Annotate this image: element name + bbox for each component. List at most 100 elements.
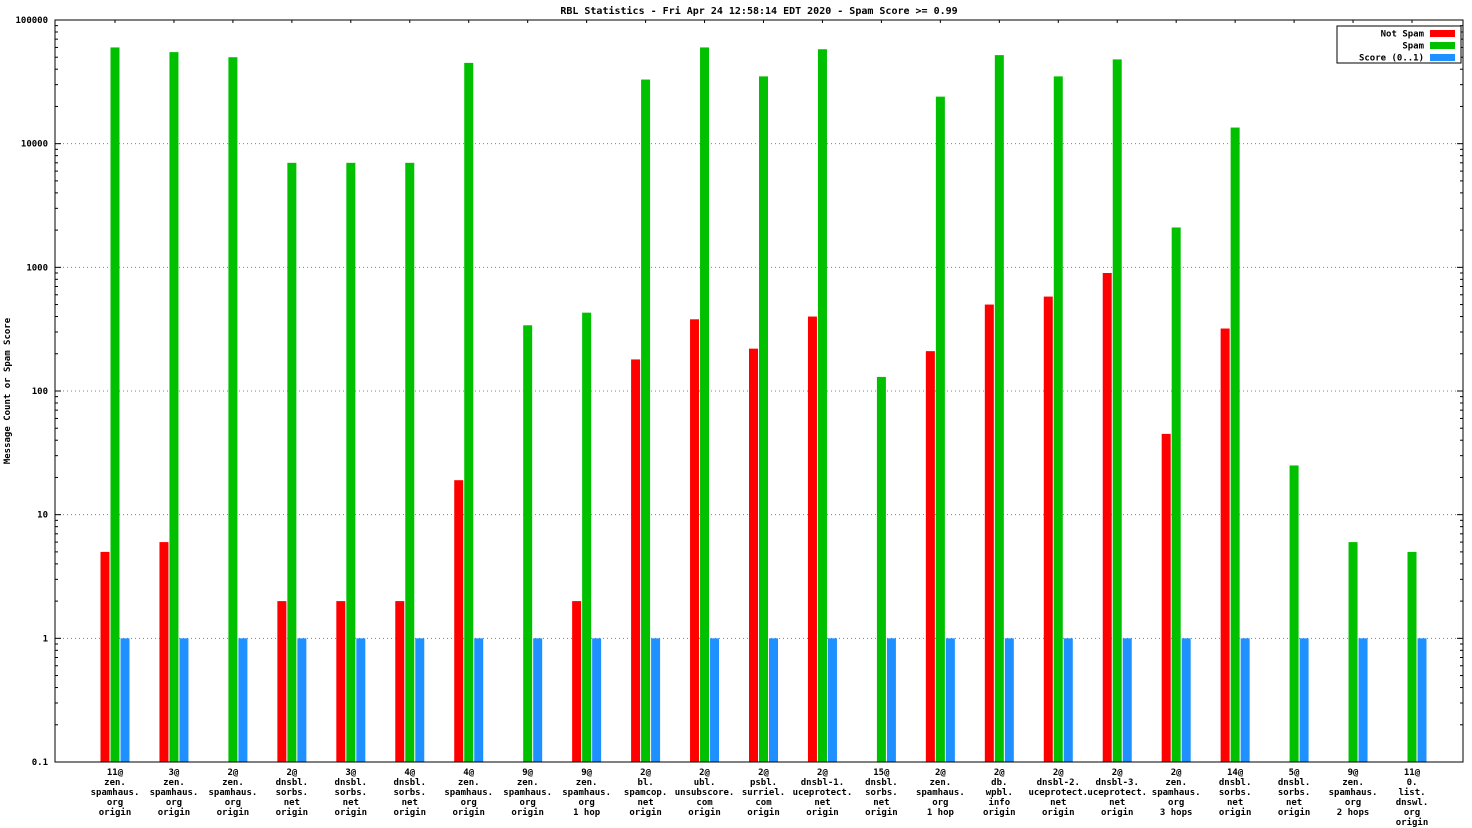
x-category-label: zen. [104,778,126,788]
bar-score-0-1 [238,638,248,762]
x-category-label: org [520,798,536,808]
bar-not-spam [1102,272,1112,762]
y-tick-label: 10000 [21,140,48,150]
x-category-label: origin [452,807,485,818]
bar-score-0-1 [592,638,602,762]
x-category-label: wpbl. [986,788,1013,798]
bar-not-spam [1161,433,1171,762]
x-category-label: zen. [458,778,480,788]
bar-spam [994,55,1004,763]
x-category-label: zen. [930,778,952,788]
x-category-label: origin [1042,807,1075,818]
y-axis-label: Message Count or Spam Score [3,317,13,464]
bar-spam [287,162,297,762]
x-category-label: spamhaus. [1329,788,1378,798]
bar-spam [1112,59,1122,762]
legend-swatch [1430,30,1455,37]
x-category-label: origin [217,807,250,818]
x-category-label: net [284,798,300,808]
x-category-label: net [1227,798,1243,808]
x-category-label: ubl. [694,778,716,788]
x-category-label: 2@ [1171,768,1182,778]
bar-spam [700,47,710,762]
x-category-label: org [107,798,123,808]
x-category-label: zen. [576,778,598,788]
bar-spam [641,79,651,763]
bar-not-spam [925,351,935,762]
x-category-label: uceprotect. [793,788,853,798]
x-category-label: 0. [1407,778,1418,788]
bar-spam [523,325,533,762]
y-tick-label: 100000 [15,16,48,26]
x-category-label: origin [394,807,427,818]
bar-not-spam [690,319,700,762]
bar-spam [169,52,179,763]
legend-label: Spam [1402,42,1424,52]
bar-spam [405,162,415,762]
x-category-label: zen. [1165,778,1187,788]
x-category-label: spamhaus. [503,788,552,798]
x-category-label: 9@ [522,768,533,778]
bar-spam [582,312,592,762]
bar-not-spam [395,601,405,762]
x-category-label: psbl. [750,778,777,788]
bar-score-0-1 [533,638,543,762]
x-category-label: 2@ [935,768,946,778]
chart-title: RBL Statistics - Fri Apr 24 12:58:14 EDT… [560,5,957,17]
legend-label: Not Spam [1381,30,1425,40]
x-category-label: dnsbl-2. [1037,778,1080,788]
x-category-label: sorbs. [1219,788,1252,798]
x-category-label: 2@ [1112,768,1123,778]
bar-score-0-1 [1004,638,1014,762]
x-category-label: dnsbl. [1278,778,1311,788]
bar-score-0-1 [415,638,425,762]
x-category-label: com [696,798,713,808]
x-category-label: dnsbl. [276,778,309,788]
bar-score-0-1 [297,638,307,762]
x-category-label: origin [865,807,898,818]
x-category-label: dnsbl-1. [801,778,844,788]
bar-score-0-1 [474,638,484,762]
bar-not-spam [454,480,464,762]
y-tick-label: 1000 [26,263,48,273]
bar-not-spam [159,542,169,762]
x-category-label: origin [99,807,132,818]
bar-spam [817,49,827,762]
x-category-label: sorbs. [276,788,309,798]
x-category-label: 2@ [817,768,828,778]
x-category-label: zen. [163,778,185,788]
bar-not-spam [336,601,346,762]
bar-not-spam [749,348,758,762]
x-category-label: 2@ [286,768,297,778]
bar-score-0-1 [827,638,837,762]
x-category-label: org [1404,808,1420,818]
y-tick-label: 0.1 [32,758,48,768]
x-category-label: 9@ [1348,768,1359,778]
bar-spam [110,47,120,762]
x-category-label: origin [511,807,544,818]
bar-score-0-1 [945,638,955,762]
x-category-label: org [1345,798,1361,808]
bar-spam [1289,465,1299,762]
x-category-label: net [343,798,359,808]
bar-spam [759,76,768,762]
x-category-label: spamhaus. [562,788,611,798]
x-category-label: sorbs. [1278,788,1311,798]
x-category-label: unsubscore. [675,788,735,798]
x-category-label: list. [1398,787,1425,798]
bar-score-0-1 [1240,638,1250,762]
x-category-label: 4@ [463,768,474,778]
x-category-label: zen. [1342,778,1364,788]
bar-score-0-1 [1417,638,1427,762]
x-category-label: 2@ [640,768,651,778]
x-category-label: 11@ [107,768,124,778]
x-category-label: dnsbl. [335,778,368,788]
bar-score-0-1 [886,638,896,762]
x-category-label: origin [688,807,721,818]
x-category-label: db. [991,778,1007,788]
x-category-label: origin [1278,807,1311,818]
legend-label: Score (0..1) [1359,54,1424,64]
x-category-label: bl. [637,778,653,788]
bar-spam [228,57,238,763]
legend-swatch [1430,42,1455,49]
